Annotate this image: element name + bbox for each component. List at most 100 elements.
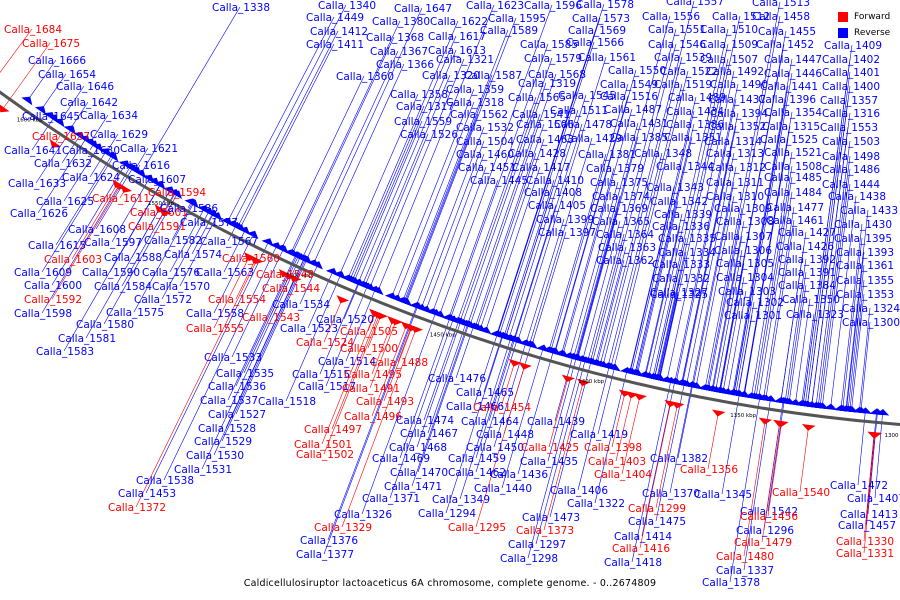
gene-label: Calla_1666 [28, 55, 86, 67]
gene-leader-line [847, 264, 865, 412]
gene-label: Calla_1519 [654, 79, 712, 91]
gene-leader-line [357, 49, 457, 285]
gene-arrow [389, 294, 403, 303]
gene-label: Calla_1306 [714, 245, 772, 257]
gene-label: Calla_1353 [836, 289, 894, 301]
gene-label: Calla_1460 [456, 149, 514, 161]
gene-leader-line [613, 70, 689, 370]
gene-leader-line [715, 249, 743, 392]
gene-label: Calla_1516 [600, 91, 658, 103]
gene-leader-line [401, 29, 509, 303]
gene-leader-line [0, 28, 33, 73]
gene-label: Calla_1607 [128, 174, 186, 186]
gene-arrow [332, 270, 346, 280]
gene-label: Calla_1498 [822, 151, 880, 163]
gene-leader-line [376, 4, 495, 293]
gene-label: Calla_1434 [666, 106, 724, 118]
gene-leader-line [577, 368, 609, 491]
gene-leader-line [615, 392, 633, 462]
gene-label: Calla_1581 [58, 333, 116, 345]
gene-label: Calla_1595 [488, 13, 546, 25]
gene-label: Calla_1541 [512, 109, 570, 121]
kbp-tick-label: 1450 kbp [430, 332, 456, 338]
gene-leader-line [707, 410, 719, 470]
gene-label: Calla_1553 [820, 122, 878, 134]
gene-label: Calla_1615 [28, 240, 86, 252]
gene-leader-line [371, 318, 394, 375]
legend-reverse-label: Reverse [854, 28, 891, 38]
gene-leader-line [711, 220, 745, 392]
gene-leader-line [607, 152, 663, 369]
gene-leader-line [40, 73, 67, 112]
gene-leader-line [280, 75, 365, 251]
gene-leader-line [395, 101, 475, 301]
gene-label: Calla_1352 [708, 121, 766, 133]
gene-arrow [625, 391, 639, 399]
gene-leader-line [750, 151, 793, 399]
gene-arrow [689, 382, 703, 390]
gene-label: Calla_1561 [578, 52, 636, 64]
kbp-tick-label: 1500 kbp [286, 273, 312, 279]
gene-label: Calla_1625 [36, 196, 94, 208]
gene-label: Calla_1473 [522, 512, 580, 524]
gene-arrow [590, 359, 604, 367]
gene-leader-line [305, 7, 423, 262]
gene-label: Calla_1343 [646, 182, 704, 194]
gene-label: Calla_1684 [4, 24, 62, 36]
gene-label: Calla_1597 [84, 237, 142, 249]
gene-leader-line [527, 361, 582, 559]
gene-label: Calla_1322 [567, 498, 625, 510]
gene-label: Calla_1557 [666, 0, 724, 8]
gene-label: Calla_1345 [694, 489, 752, 501]
gene-label: Calla_1406 [550, 485, 608, 497]
gene-label: Calla_1307 [714, 231, 772, 243]
gene-arrow [802, 424, 816, 431]
gene-label: Calla_1437 [708, 94, 766, 106]
gene-leader-line [35, 130, 71, 184]
gene-leader-line [722, 276, 745, 394]
gene-label: Calla_1376 [300, 535, 358, 547]
gene-leader-line [516, 56, 607, 343]
gene-arrow [142, 174, 155, 184]
gene-label: Calla_1304 [716, 272, 774, 284]
gene-label: Calla_1559 [394, 116, 452, 128]
gene-leader-line [718, 30, 787, 393]
gene-label: Calla_1419 [570, 429, 628, 441]
gene-leader-line [425, 153, 485, 312]
gene-leader-line [31, 119, 53, 151]
gene-arrow [163, 186, 176, 196]
gene-label: Calla_1386 [666, 119, 724, 131]
gene-label: Calla_1536 [208, 381, 266, 393]
gene-leader-line [629, 186, 675, 374]
gene-label: Calla_1355 [836, 275, 894, 287]
gene-label: Calla_1570 [152, 281, 210, 293]
gene-label: Calla_1501 [294, 439, 352, 451]
gene-leader-line [719, 262, 745, 393]
gene-label: Calla_1364 [596, 229, 654, 241]
gene-leader-line [568, 181, 619, 359]
gene-arrow [115, 180, 127, 190]
kbp-tick-label: 1550 kbp [148, 201, 174, 207]
gene-arrow [274, 244, 287, 253]
gene-label: Calla_1629 [90, 129, 148, 141]
gene-label: Calla_1534 [272, 299, 330, 311]
gene-arrow [79, 135, 91, 145]
gene-arrow [470, 323, 483, 332]
gene-arrow [210, 212, 223, 221]
gene-label: Calla_1333 [652, 259, 710, 271]
gene-leader-line [652, 43, 729, 379]
gene-arrow [450, 317, 464, 325]
gene-leader-line [389, 321, 453, 499]
gene-label: Calla_1475 [628, 516, 686, 528]
gene-label: Calla_1574 [164, 249, 222, 261]
gene-leader-line [445, 337, 503, 514]
gene-label: Calla_1404 [594, 469, 652, 481]
gene-leader-line [411, 326, 468, 487]
gene-label: Calla_1647 [394, 3, 452, 15]
gene-label: Calla_1515 [292, 369, 350, 381]
legend-forward: Forward [838, 9, 890, 25]
gene-arrow [153, 180, 166, 190]
gene-label: Calla_1321 [436, 54, 494, 66]
gene-leader-line [111, 179, 149, 243]
gene-label: Calla_1451 [458, 162, 516, 174]
